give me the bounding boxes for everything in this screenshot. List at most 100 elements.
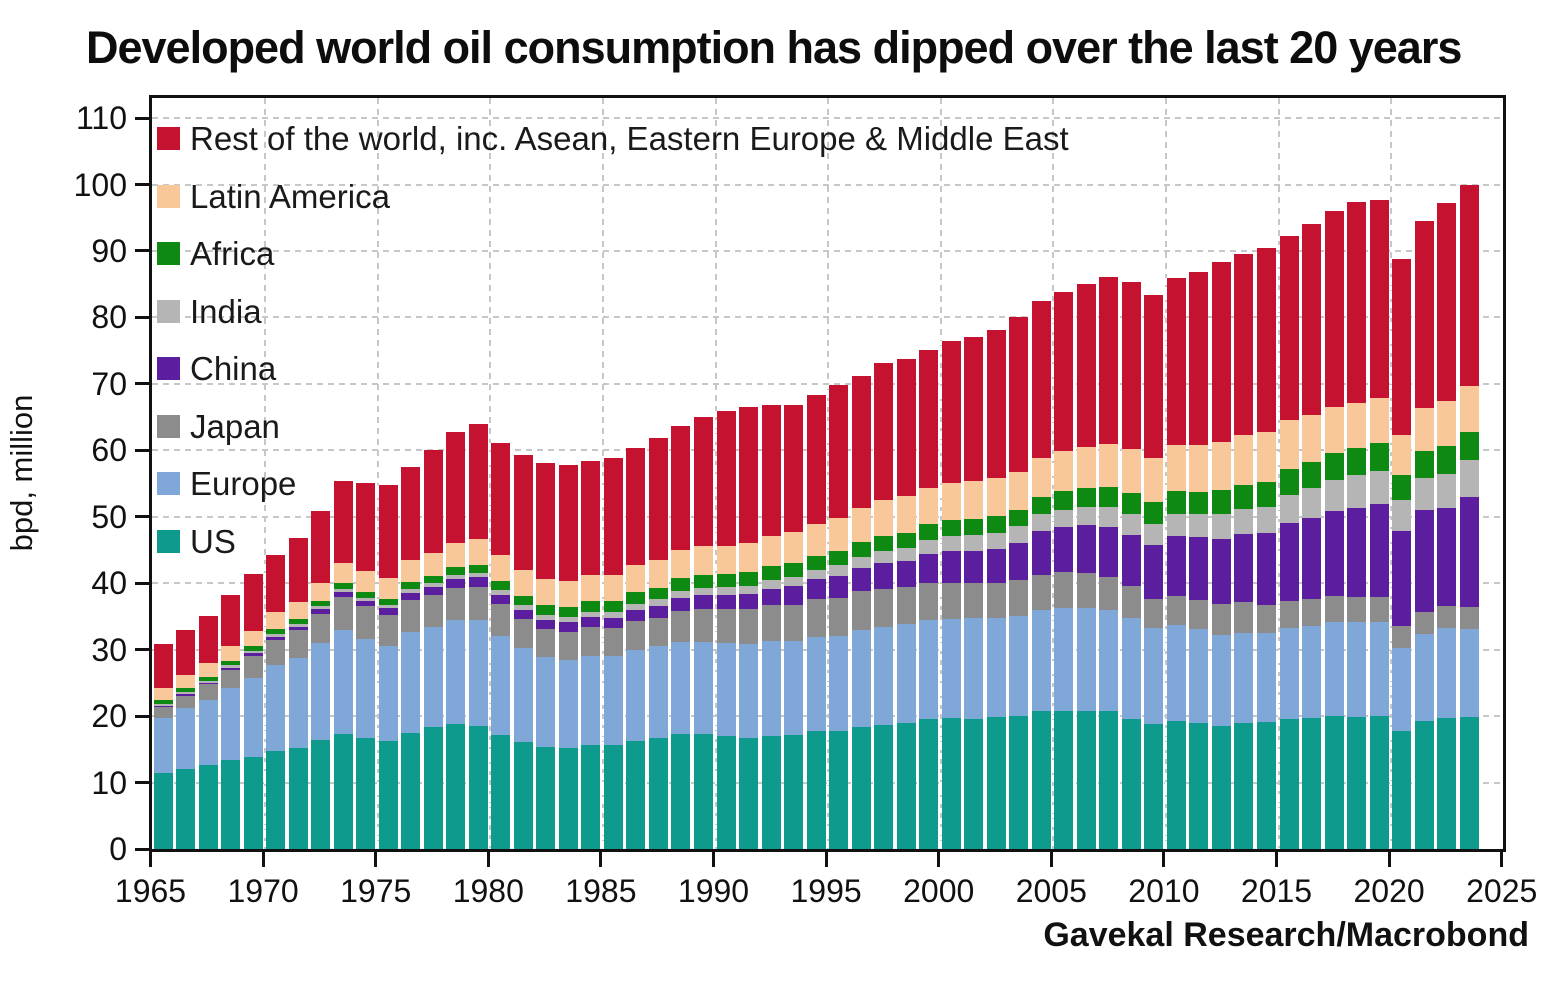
bar-segment-africa: [986, 516, 1006, 533]
bar-segment-africa: [1414, 451, 1434, 478]
y-tick: [135, 116, 149, 120]
x-gridline: [264, 98, 267, 849]
bar-1991: [739, 406, 759, 849]
bar-segment-india: [558, 617, 578, 623]
plot-area: [149, 95, 1506, 852]
x-tick-label: 2010: [1128, 873, 1200, 909]
bar-segment-china: [491, 594, 511, 605]
bar-segment-india: [1076, 507, 1096, 526]
bar-segment-china: [1009, 542, 1029, 580]
bar-segment-latin-america: [806, 523, 826, 556]
bar-segment-india: [716, 587, 736, 596]
bar-segment-africa: [806, 555, 826, 570]
bar-segment-latin-america: [1414, 408, 1434, 452]
bar-segment-india: [356, 597, 376, 601]
bar-segment-japan: [1256, 604, 1276, 634]
bar-segment-japan: [176, 695, 196, 709]
bar-segment-china: [693, 595, 713, 610]
bar-segment-china: [558, 622, 578, 632]
bar-segment-europe: [761, 641, 781, 737]
bar-segment-us: [1211, 726, 1231, 849]
bar-segment-latin-america: [603, 574, 623, 601]
bar-segment-rest-of-world: [1459, 185, 1479, 387]
bar-1978: [446, 431, 466, 849]
bar-segment-latin-america: [874, 500, 894, 536]
bar-segment-europe: [784, 641, 804, 735]
bar-segment-japan: [153, 707, 173, 719]
bar-segment-rest-of-world: [716, 411, 736, 546]
bar-segment-rest-of-world: [1009, 317, 1029, 472]
bar-segment-rest-of-world: [266, 555, 286, 613]
bar-segment-india: [581, 611, 601, 618]
bar-segment-japan: [288, 630, 308, 658]
bar-segment-india: [1009, 526, 1029, 543]
bar-segment-africa: [739, 572, 759, 586]
bar-segment-europe: [288, 657, 308, 748]
bar-1997: [874, 362, 894, 849]
bar-segment-latin-america: [739, 543, 759, 573]
bar-2010: [1166, 277, 1186, 849]
bar-segment-africa: [1256, 481, 1276, 508]
bar-segment-japan: [1189, 599, 1209, 630]
bar-segment-africa: [311, 600, 331, 607]
bar-segment-japan: [1302, 599, 1322, 626]
bar-segment-latin-america: [1437, 401, 1457, 447]
bar-segment-latin-america: [693, 546, 713, 575]
bar-segment-india: [1054, 510, 1074, 528]
bar-segment-japan: [1031, 574, 1051, 610]
bar-2021: [1414, 221, 1434, 849]
bar-2020: [1392, 258, 1412, 849]
legend-label-europe: Europe: [190, 465, 297, 503]
bar-1972: [311, 511, 331, 849]
x-tick: [486, 852, 490, 867]
bar-2004: [1031, 300, 1051, 849]
bar-segment-rest-of-world: [1392, 258, 1412, 435]
bar-segment-africa: [919, 524, 939, 541]
y-tick-label: 100: [73, 166, 127, 203]
bar-segment-us: [378, 740, 398, 849]
bar-segment-china: [221, 667, 241, 670]
bar-segment-japan: [198, 684, 218, 700]
bar-segment-japan: [423, 594, 443, 628]
bar-segment-europe: [176, 708, 196, 769]
bar-segment-latin-america: [356, 570, 376, 592]
bar-segment-europe: [896, 623, 916, 724]
bar-segment-china: [288, 626, 308, 631]
legend-item-europe: Europe: [157, 455, 1069, 513]
bar-segment-europe: [1166, 625, 1186, 722]
bar-segment-latin-america: [288, 601, 308, 619]
bar-segment-japan: [1166, 595, 1186, 626]
bar-segment-rest-of-world: [378, 485, 398, 578]
bar-segment-japan: [491, 604, 511, 636]
bar-1985: [603, 458, 623, 849]
bar-segment-us: [266, 751, 286, 849]
bar-segment-europe: [446, 620, 466, 725]
bar-segment-us: [1392, 731, 1412, 849]
bar-segment-latin-america: [491, 555, 511, 582]
x-tick-label: 2020: [1353, 873, 1425, 909]
x-tick: [824, 852, 828, 867]
bar-segment-africa: [1234, 484, 1254, 510]
legend-item-africa: Africa: [157, 225, 1069, 283]
bar-segment-africa: [784, 562, 804, 577]
bar-segment-us: [581, 744, 601, 849]
bar-segment-rest-of-world: [1211, 262, 1231, 443]
bar-segment-europe: [311, 643, 331, 741]
bar-segment-latin-america: [671, 549, 691, 579]
bar-segment-europe: [964, 618, 984, 719]
x-gridline-overlay: [939, 341, 942, 849]
bar-segment-us: [986, 717, 1006, 849]
bar-segment-europe: [693, 641, 713, 735]
bar-segment-us: [401, 732, 421, 849]
x-tick: [1049, 852, 1053, 867]
bar-segment-india: [851, 556, 871, 568]
bar-segment-africa: [1324, 453, 1344, 480]
bar-segment-us: [1414, 720, 1434, 849]
x-tick-label: 2025: [1466, 873, 1538, 909]
bar-segment-us: [198, 765, 218, 849]
bar-segment-china: [266, 636, 286, 640]
bar-segment-japan: [581, 627, 601, 656]
bar-segment-africa: [1099, 486, 1119, 508]
bar-segment-japan: [446, 587, 466, 621]
